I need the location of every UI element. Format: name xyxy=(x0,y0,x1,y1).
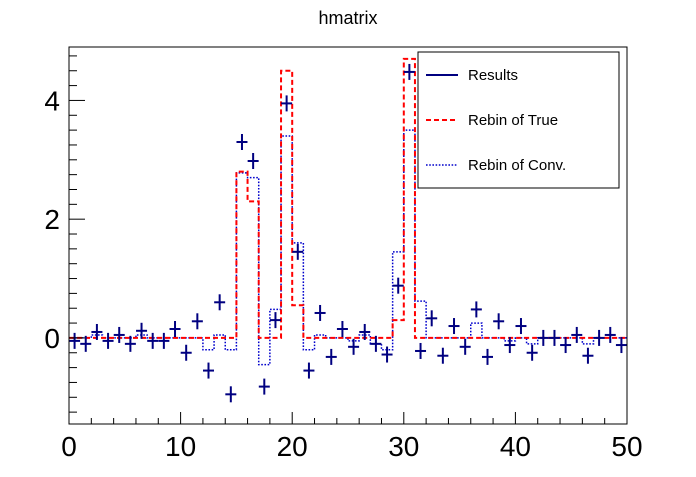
results-point xyxy=(493,313,505,330)
results-point xyxy=(269,312,281,329)
results-point xyxy=(314,304,326,321)
y-tick-label: 2 xyxy=(44,204,60,235)
results-point xyxy=(537,329,549,346)
results-point xyxy=(180,344,192,361)
results-point xyxy=(359,323,371,340)
results-point xyxy=(214,294,226,311)
axes: 0 10 20 30 40 50 0 2 4 xyxy=(44,46,643,462)
results-point xyxy=(548,329,560,346)
plot-frame xyxy=(68,46,628,425)
results-point xyxy=(225,386,237,403)
results-point xyxy=(169,321,181,338)
results-point xyxy=(448,318,460,335)
results-point xyxy=(593,329,605,346)
results-point xyxy=(236,133,248,150)
y-tick-label: 4 xyxy=(44,85,60,116)
results-point xyxy=(281,95,293,112)
results-point xyxy=(113,326,125,343)
results-point xyxy=(370,335,382,352)
results-point xyxy=(437,347,449,364)
results-point xyxy=(80,335,92,352)
plot-area xyxy=(69,57,627,403)
legend-label-results: Results xyxy=(468,67,518,84)
results-point xyxy=(258,378,270,395)
results-point xyxy=(158,332,170,349)
results-point xyxy=(136,322,148,339)
x-tick-label: 30 xyxy=(388,431,419,462)
results-point xyxy=(571,326,583,343)
results-point xyxy=(459,338,471,355)
results-point xyxy=(515,318,527,335)
results-point xyxy=(303,362,315,379)
x-tick-label: 50 xyxy=(611,431,642,462)
x-tick-label: 20 xyxy=(277,431,308,462)
y-tick-label: 0 xyxy=(44,323,60,354)
results-point xyxy=(560,337,572,354)
legend: Results Rebin of True Rebin of Conv. xyxy=(417,51,620,189)
results-point xyxy=(615,337,627,354)
results-point xyxy=(69,332,81,349)
results-point xyxy=(582,347,594,364)
results-point xyxy=(292,243,304,260)
results-point xyxy=(426,310,438,327)
results-point xyxy=(203,362,214,379)
results-point xyxy=(336,321,348,338)
results-point xyxy=(102,332,114,349)
x-tick-label: 10 xyxy=(165,431,196,462)
x-tick-label: 0 xyxy=(61,431,77,462)
results-point xyxy=(392,277,404,294)
series-rebin-of-true-step xyxy=(69,57,627,339)
results-point xyxy=(325,348,337,365)
results-point xyxy=(191,313,203,330)
results-point xyxy=(91,323,103,340)
chart-title: hmatrix xyxy=(318,8,377,28)
results-point xyxy=(124,335,136,352)
results-point xyxy=(470,301,482,318)
results-point xyxy=(526,344,538,361)
results-point xyxy=(504,337,516,354)
results-point xyxy=(403,63,415,80)
results-point xyxy=(604,326,616,343)
results-point xyxy=(381,346,393,363)
legend-label-rebin-of-true: Rebin of True xyxy=(468,112,558,129)
legend-label-rebin-of-conv: Rebin of Conv. xyxy=(468,157,566,174)
results-point xyxy=(147,332,159,349)
results-point xyxy=(415,342,427,359)
x-tick-label: 40 xyxy=(500,431,531,462)
results-point xyxy=(247,152,259,169)
results-point xyxy=(482,348,493,365)
results-point xyxy=(348,338,360,355)
